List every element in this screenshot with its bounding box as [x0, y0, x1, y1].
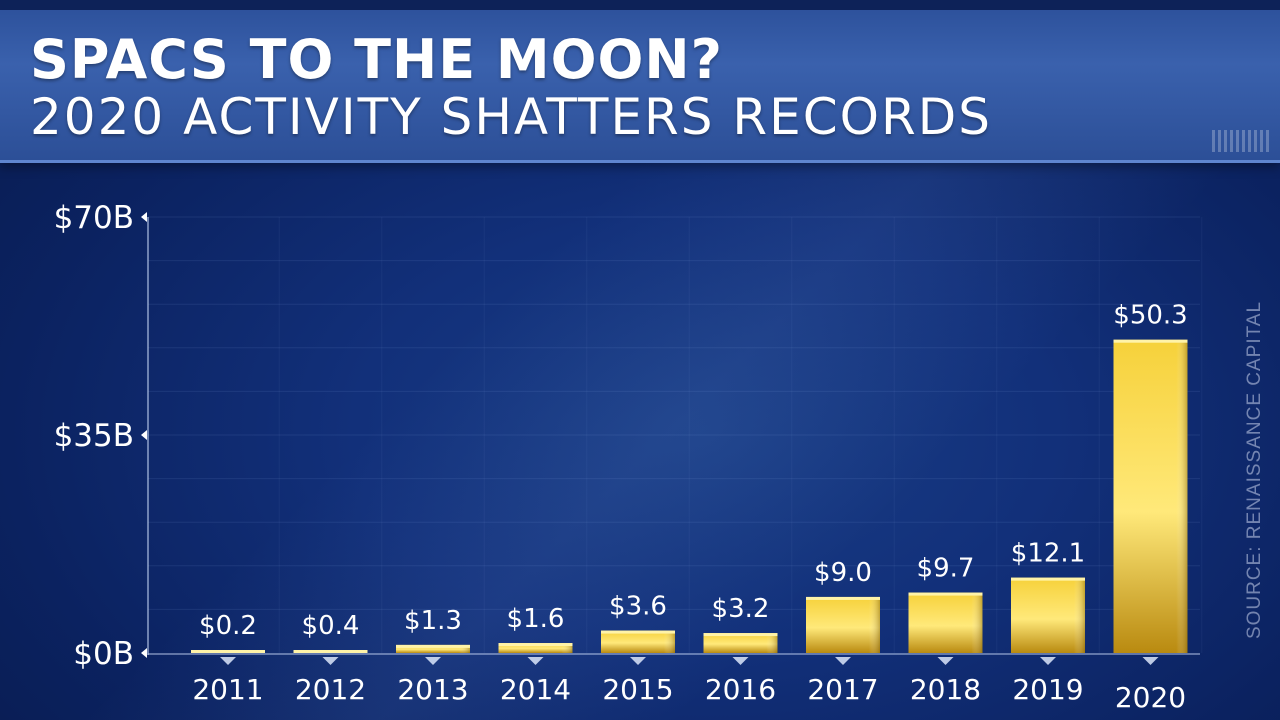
x-tick-label: 2020 [1115, 681, 1186, 714]
data-label: $50.3 [1113, 301, 1187, 331]
y-tick-label: $70B [54, 200, 134, 236]
bar-highlight [191, 650, 265, 653]
x-tick-label: 2019 [1012, 673, 1083, 706]
data-label: $1.3 [404, 606, 462, 636]
bar-shade [601, 630, 675, 653]
bar-shade [908, 592, 983, 653]
x-tick-mark [732, 657, 749, 665]
y-axis: $0B $35B $70B [54, 200, 1200, 672]
chart-subtitle: 2020 ACTIVITY SHATTERS RECORDS [30, 88, 993, 146]
grid-lines [148, 216, 1203, 653]
source-credit: SOURCE: RENAISSANCE CAPITAL [1244, 300, 1265, 640]
bar-highlight [498, 643, 573, 647]
x-tick-mark [527, 657, 544, 665]
bar-shade [498, 643, 573, 653]
y-tick-mark [141, 212, 147, 222]
bar-shade [1113, 339, 1188, 653]
bar-highlight [293, 650, 368, 653]
data-label: $1.6 [507, 604, 565, 634]
x-tick-label: 2014 [500, 673, 571, 706]
x-tick-label: 2016 [705, 673, 776, 706]
x-tick-mark [630, 657, 646, 665]
data-label: $3.6 [609, 592, 667, 622]
y-tick-label: $0B [73, 636, 134, 672]
x-tick-mark [937, 657, 954, 665]
bar-highlight [908, 592, 983, 596]
labels: $0.2 2011 $0.4 2012 $1.3 2013 $1.6 2014 $3.6 2015… [192, 301, 1187, 714]
bar-highlight [1011, 577, 1085, 581]
data-label: $0.4 [302, 611, 360, 641]
x-tick-mark [1142, 657, 1159, 665]
x-tick-mark [835, 657, 851, 665]
data-label: $3.2 [712, 594, 770, 624]
data-label: $9.7 [917, 554, 975, 584]
x-tick-label: 2017 [807, 673, 878, 706]
x-tick-label: 2018 [910, 673, 981, 706]
x-tick-label: 2015 [602, 673, 673, 706]
bar-highlight [396, 644, 470, 648]
chart-title: SPACS TO THE MOON? [30, 28, 723, 91]
data-label: $12.1 [1011, 539, 1085, 569]
data-label: $9.0 [814, 558, 872, 588]
data-label: $0.2 [199, 611, 257, 641]
y-tick-label: $35B [54, 418, 134, 454]
bars [191, 339, 1188, 653]
y-tick-mark [141, 430, 147, 440]
x-tick-label: 2012 [295, 673, 366, 706]
bar-highlight [806, 596, 880, 600]
x-tick-mark [220, 657, 236, 665]
x-tick-mark [322, 657, 339, 665]
bar-shade [396, 644, 470, 653]
bar-highlight [601, 630, 675, 634]
bar-highlight [703, 633, 778, 637]
y-tick-mark [141, 648, 147, 658]
bar-shade [1011, 577, 1085, 653]
bar-highlight [1113, 339, 1188, 343]
x-tick-label: 2013 [397, 673, 468, 706]
x-tick-mark [1040, 657, 1056, 665]
corner-decoration [1212, 130, 1272, 152]
title-banner: SPACS TO THE MOON? 2020 ACTIVITY SHATTER… [0, 0, 1280, 163]
bar-shade [806, 596, 880, 653]
x-tick-label: 2011 [192, 673, 263, 706]
x-tick-mark [425, 657, 441, 665]
bar-shade [703, 633, 778, 653]
